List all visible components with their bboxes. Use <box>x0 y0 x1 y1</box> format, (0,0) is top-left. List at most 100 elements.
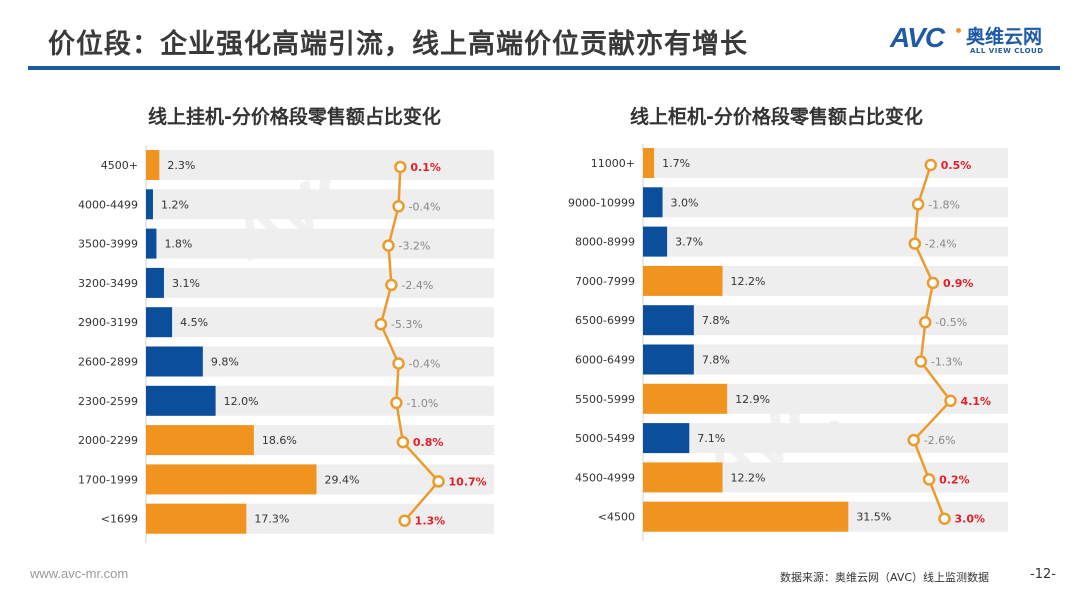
change-point <box>385 278 398 292</box>
bar-value-label: 12.2% <box>731 275 766 288</box>
bar <box>643 383 728 414</box>
change-value-label: -1.0% <box>406 397 438 410</box>
bar-track <box>146 189 494 220</box>
bar-value-label: 2.3% <box>167 159 195 172</box>
bar-track <box>146 346 494 377</box>
change-value-label: -0.5% <box>935 316 967 329</box>
change-point <box>908 237 922 250</box>
category-label: <1699 <box>101 513 138 526</box>
footer-url: www.avc-mr.com <box>30 566 129 581</box>
bar-track <box>643 344 1008 375</box>
logo-en-text: ALL VIEW CLOUD <box>970 47 1044 55</box>
category-label: 5500-5999 <box>575 393 635 406</box>
category-label: 2600-2899 <box>78 356 138 369</box>
change-point <box>396 435 410 449</box>
category-label: 1700-1999 <box>78 473 138 486</box>
category-label: 11000+ <box>591 157 635 170</box>
category-label: 5000-5499 <box>575 432 635 445</box>
bar <box>643 148 655 178</box>
bar-value-label: 7.8% <box>702 354 730 367</box>
bar-track <box>643 187 1008 218</box>
category-label: 2000-2299 <box>78 434 138 447</box>
change-value-label: -3.2% <box>398 240 430 253</box>
category-label: 2900-3199 <box>78 316 138 329</box>
bar-value-label: 1.8% <box>164 238 192 251</box>
change-point <box>919 315 932 329</box>
bar-track <box>643 226 1008 257</box>
bar-track <box>643 148 1008 178</box>
change-value-label: 4.1% <box>961 395 992 408</box>
bar <box>643 305 694 336</box>
bar <box>146 150 160 180</box>
bar-track <box>146 307 494 338</box>
footer-source: 数据来源：奥维云网（AVC）线上监测数据 <box>780 571 990 584</box>
bar-value-label: 17.3% <box>254 513 289 526</box>
wall-ac-chart: 4500+ 2.3% 4000-4499 1.2% 3500-3999 1.8% 3200-… <box>78 146 494 543</box>
bar-value-label: 1.7% <box>662 157 690 170</box>
category-label: 3200-3499 <box>78 277 138 290</box>
bar <box>146 385 216 416</box>
change-point <box>394 160 407 174</box>
bar <box>643 187 663 218</box>
page-title: 价位段：企业强化高端引流，线上高端价位贡献亦有增长 <box>48 29 748 60</box>
bar-value-label: 1.2% <box>161 198 189 211</box>
bar <box>643 344 694 375</box>
change-value-label: -1.8% <box>928 198 960 211</box>
logo-cn-text: 奥维云网 <box>966 26 1043 48</box>
change-value-label: 3.0% <box>955 513 986 526</box>
chart-title-floor-ac: 线上柜机-分价格段零售额占比变化 <box>630 106 923 128</box>
chart-title-wall-ac: 线上挂机-分价格段零售额占比变化 <box>148 106 441 128</box>
bar-value-label: 12.9% <box>735 393 770 406</box>
change-value-label: 0.2% <box>939 473 970 486</box>
category-label: 3500-3999 <box>78 238 138 251</box>
change-value-label: -2.4% <box>925 238 957 251</box>
bar-track <box>146 228 494 259</box>
bar <box>146 307 173 338</box>
bar-value-label: 12.2% <box>731 471 766 484</box>
change-value-label: -5.3% <box>391 318 423 331</box>
category-label: 4000-4499 <box>78 198 138 211</box>
bar <box>643 462 723 493</box>
change-point <box>944 394 957 408</box>
bar <box>146 267 164 298</box>
bar-value-label: 31.5% <box>856 511 891 524</box>
bar <box>146 503 247 534</box>
change-point <box>926 276 940 290</box>
category-label: <4500 <box>598 511 635 524</box>
bar-value-label: 4.5% <box>180 316 208 329</box>
change-point <box>390 396 403 410</box>
category-label: 2300-2599 <box>78 395 138 408</box>
avc-logo: AVC 奥维云网 ALL VIEW CLOUD <box>890 22 1065 58</box>
change-point <box>907 433 920 447</box>
logo-avc-text: AVC <box>890 22 945 53</box>
change-value-label: 0.1% <box>410 161 441 174</box>
bar <box>146 425 254 456</box>
bar-track <box>146 267 494 298</box>
bar-value-label: 18.6% <box>262 434 297 447</box>
bar <box>643 501 849 532</box>
floor-ac-chart: 11000+ 1.7% 9000-10999 3.0% 8000-8999 3.7% 700… <box>568 144 1008 541</box>
change-value-label: -2.4% <box>401 279 433 292</box>
change-value-label: 1.3% <box>415 515 446 528</box>
change-value-label: 0.9% <box>943 277 974 290</box>
bar-value-label: 12.0% <box>224 395 259 408</box>
category-label: 7000-7999 <box>575 275 635 288</box>
bar-value-label: 29.4% <box>325 473 360 486</box>
bar <box>643 265 723 296</box>
bar <box>643 226 668 257</box>
bar <box>146 464 317 495</box>
bar-value-label: 3.7% <box>675 236 703 249</box>
bar-track <box>643 305 1008 336</box>
change-point <box>911 198 925 211</box>
bar-track <box>146 150 494 180</box>
change-point <box>374 317 388 331</box>
category-label: 6000-6499 <box>575 354 635 367</box>
change-point <box>398 514 411 527</box>
bar-value-label: 7.8% <box>702 314 730 327</box>
change-point <box>382 239 395 252</box>
change-point <box>392 357 405 370</box>
category-label: 6500-6999 <box>575 314 635 327</box>
bar-track <box>643 423 1008 454</box>
bar-value-label: 3.0% <box>671 196 699 209</box>
change-value-label: 0.8% <box>413 436 444 449</box>
